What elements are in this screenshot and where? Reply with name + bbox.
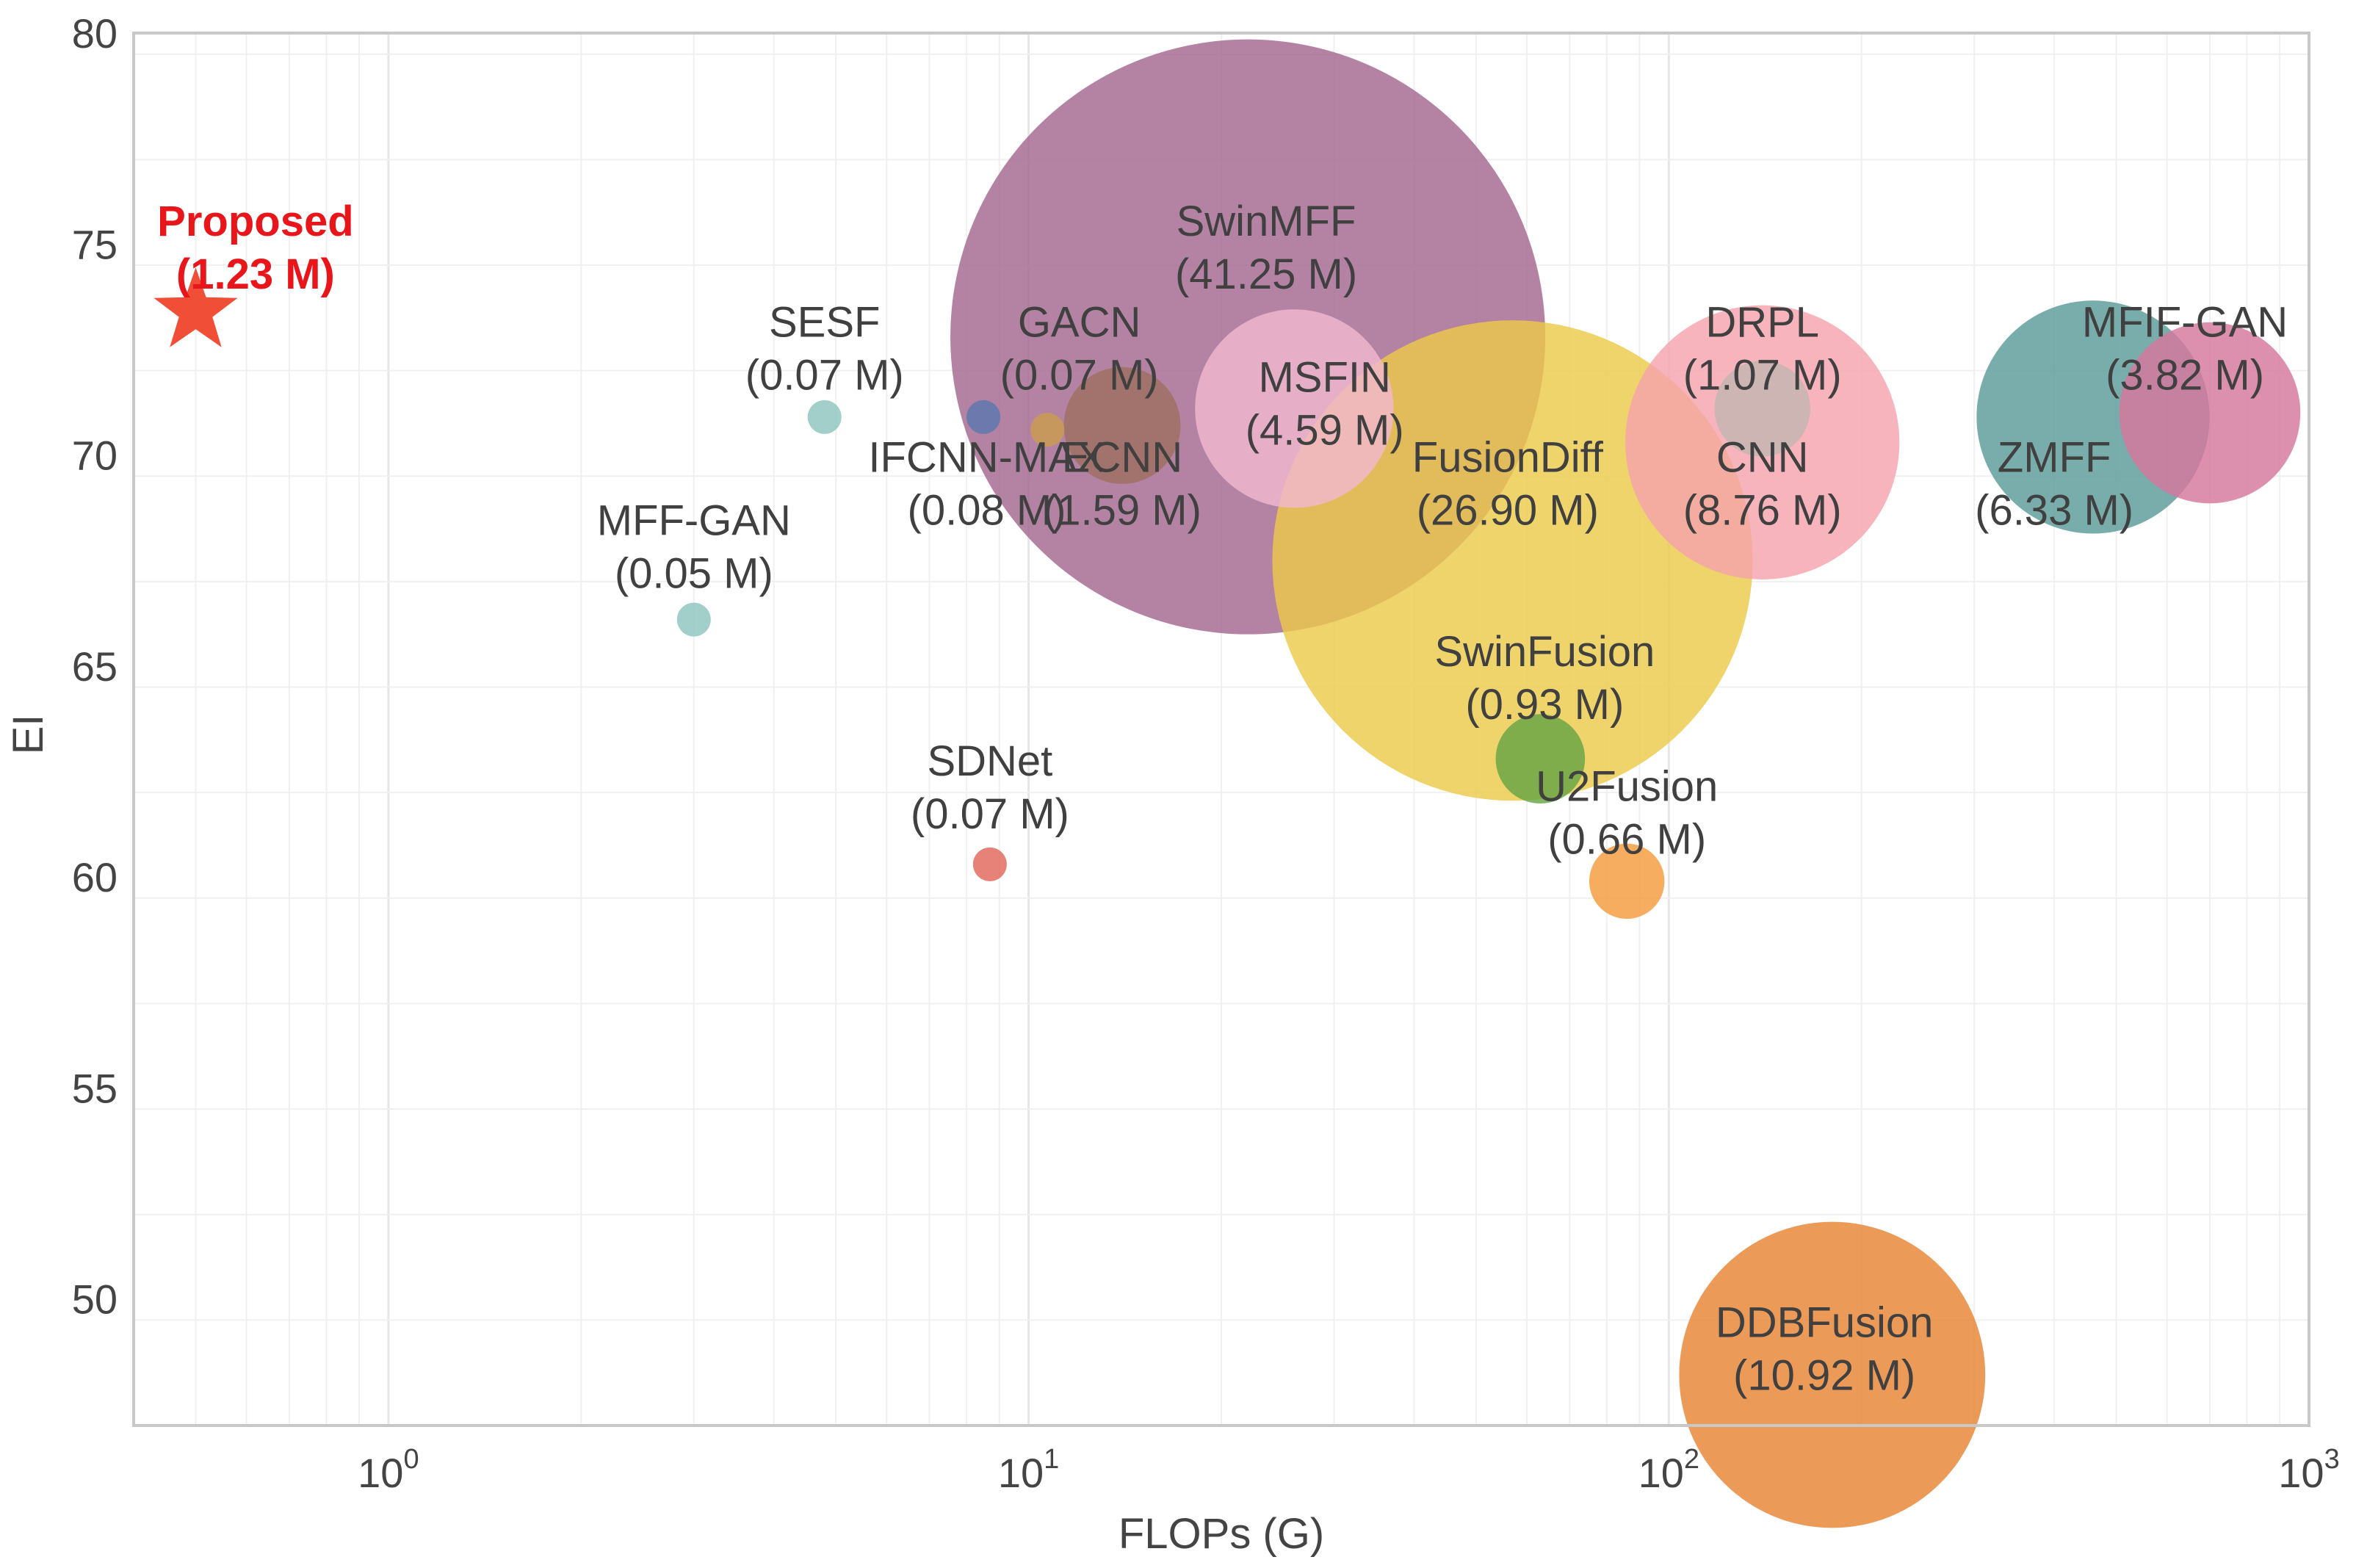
point-label-params: (0.08 M) [908, 487, 1066, 535]
y-tick-label: 70 [72, 433, 118, 479]
point-label-name: DDBFusion [1716, 1298, 1934, 1346]
bubble-series [153, 39, 2301, 1528]
y-tick-label: 50 [72, 1276, 118, 1323]
point-label-params: (1.59 M) [1043, 487, 1202, 535]
point-label-params: (8.76 M) [1683, 487, 1842, 535]
bubble-ecnn [1063, 366, 1181, 484]
point-label-name: GACN [1018, 299, 1141, 347]
point-label-name: ECNN [1062, 434, 1182, 482]
point-label-params: (1.07 M) [1683, 352, 1842, 400]
bubble-msfin [1195, 309, 1394, 508]
point-labels: SwinMFF (41.25 M) FusionDiff (26.90 M) DDBFu… [157, 198, 2288, 1400]
point-label-name: SESF [769, 299, 881, 347]
x-tick-base: 10 [2278, 1450, 2324, 1496]
y-tick-label: 55 [72, 1065, 118, 1111]
point-label-params: (0.07 M) [911, 790, 1069, 838]
point-label-params: (3.82 M) [2106, 352, 2264, 400]
point-label-params: (10.92 M) [1733, 1351, 1915, 1399]
point-label-name: U2Fusion [1536, 763, 1718, 811]
point-label-params: (0.66 M) [1547, 816, 1706, 864]
x-tick-exponent: 0 [403, 1444, 419, 1475]
point-label-name: DRPL [1705, 299, 1819, 347]
y-tick-label: 65 [72, 643, 118, 690]
x-tick-base: 10 [1638, 1450, 1684, 1496]
x-axis-ticks: 100 101 102 103 [358, 1444, 2340, 1496]
bubble-gacn [966, 400, 1001, 434]
point-label-name: MFIF-GAN [2082, 299, 2288, 347]
point-label-params: (41.25 M) [1175, 250, 1357, 298]
x-tick-exponent: 1 [1044, 1444, 1059, 1475]
point-label-params: (0.07 M) [1000, 352, 1159, 400]
bubble-sdnet [972, 847, 1007, 881]
point-label-name: FusionDiff [1412, 434, 1604, 482]
point-label-params: (6.33 M) [1975, 487, 2133, 535]
bubble-sesf [807, 400, 842, 434]
y-tick-label: 80 [72, 10, 118, 57]
point-label-name: SDNet [927, 737, 1052, 785]
x-tick-label: 102 [1638, 1444, 1699, 1496]
point-label-name: SwinMFF [1177, 198, 1356, 245]
x-tick-base: 10 [998, 1450, 1044, 1496]
x-tick-base: 10 [358, 1450, 403, 1496]
plot-frame [132, 32, 2310, 1427]
point-label-name: MSFIN [1258, 353, 1390, 401]
bubble-drpl [1714, 361, 1810, 457]
point-label-name: IFCNN-MAX [868, 434, 1105, 482]
y-axis-title: EI [4, 715, 52, 755]
bubble-mff-gan [676, 602, 711, 637]
bubble-u2fusion [1589, 843, 1665, 920]
x-tick-label: 100 [358, 1444, 419, 1496]
x-tick-exponent: 3 [2324, 1444, 2340, 1475]
y-axis-ticks: 50 55 60 65 70 75 80 [72, 10, 118, 1323]
bubble-mfif-gan [2119, 322, 2301, 504]
bubble-swinfusion [1495, 714, 1586, 804]
point-label-name: SwinFusion [1434, 628, 1655, 676]
grid-lines [134, 33, 2309, 1426]
x-tick-exponent: 2 [1684, 1444, 1699, 1475]
bubble-ddbfusion [1679, 1221, 1986, 1528]
point-label-name: CNN [1716, 434, 1809, 482]
x-tick-label: 103 [2278, 1444, 2339, 1496]
point-label-name: ZMFF [1998, 434, 2111, 482]
point-label-name: MFF-GAN [597, 497, 791, 545]
point-label-params: (1.23 M) [176, 250, 335, 298]
x-tick-label: 101 [998, 1444, 1059, 1496]
y-tick-label: 75 [72, 221, 118, 267]
x-axis-title: FLOPs (G) [1119, 1510, 1324, 1558]
point-label-params: (0.05 M) [615, 550, 773, 598]
point-label-name: Proposed [157, 198, 354, 245]
point-label-params: (26.90 M) [1417, 487, 1599, 535]
y-tick-label: 60 [72, 854, 118, 900]
point-label-params: (0.07 M) [745, 352, 904, 400]
star-marker-proposed [153, 267, 238, 347]
point-label-params: (4.59 M) [1246, 406, 1404, 454]
point-label-params: (0.93 M) [1465, 681, 1624, 729]
bubble-ifcnn-max [1030, 413, 1065, 447]
